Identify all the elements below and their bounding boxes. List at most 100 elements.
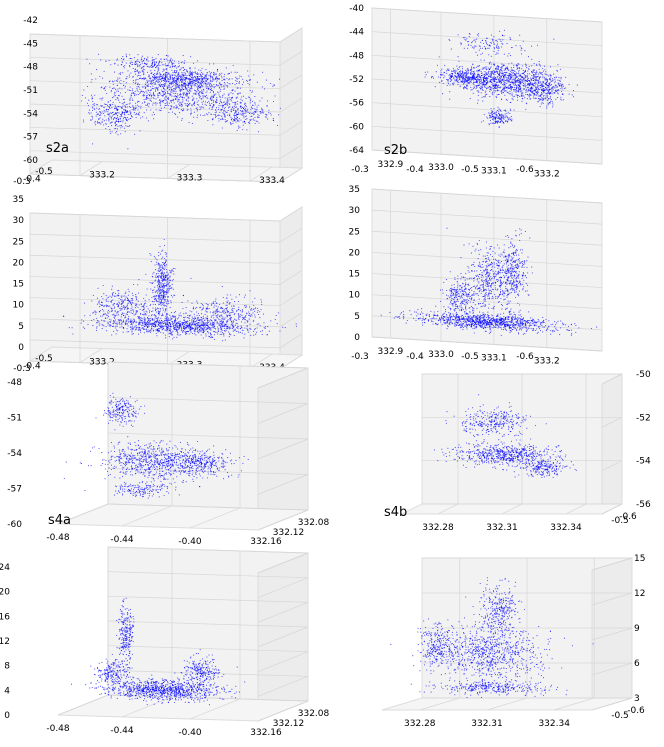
data-point: [202, 91, 204, 93]
data-point: [460, 42, 462, 44]
data-point: [183, 323, 186, 326]
data-point: [496, 44, 498, 46]
data-point: [121, 58, 123, 60]
data-point: [146, 58, 148, 60]
data-point: [172, 72, 174, 74]
data-point: [462, 81, 464, 83]
data-point: [150, 109, 152, 111]
data-point: [257, 113, 259, 115]
data-point: [110, 319, 112, 321]
data-point: [112, 103, 114, 106]
data-point: [212, 325, 214, 327]
data-point: [486, 93, 488, 95]
data-point: [471, 70, 473, 72]
data-point: [453, 76, 455, 78]
data-point: [211, 324, 214, 326]
data-point: [239, 126, 241, 128]
data-point: [121, 88, 123, 90]
data-point: [483, 45, 486, 48]
data-point: [525, 76, 527, 78]
data-point: [217, 69, 219, 71]
data-point: [224, 327, 226, 329]
data-point: [466, 83, 468, 85]
data-point: [561, 84, 563, 86]
data-point: [137, 316, 139, 319]
depth-tick-label: -0.3: [13, 177, 31, 187]
data-point: [185, 322, 188, 324]
data-point: [109, 325, 111, 327]
data-point: [136, 60, 138, 62]
data-point: [92, 97, 94, 99]
data-point: [137, 100, 139, 102]
data-point: [164, 93, 166, 95]
data-point: [144, 325, 146, 327]
data-point: [227, 114, 229, 116]
data-point: [228, 102, 230, 104]
data-point: [208, 328, 210, 330]
data-point: [549, 82, 551, 84]
data-point: [542, 77, 544, 79]
data-point: [445, 70, 447, 72]
data-point: [161, 89, 163, 91]
data-point: [541, 73, 543, 76]
data-point: [138, 100, 140, 103]
data-point: [198, 73, 200, 75]
data-point: [507, 87, 509, 89]
data-point: [472, 79, 475, 81]
data-point: [534, 97, 536, 99]
data-point: [237, 113, 239, 116]
data-point: [184, 72, 187, 74]
data-point: [516, 76, 518, 78]
data-point: [493, 80, 495, 82]
data-point: [235, 121, 237, 123]
data-point: [255, 120, 257, 122]
data-point: [474, 39, 476, 41]
data-point: [496, 114, 498, 116]
data-point: [272, 100, 275, 103]
data-point: [115, 112, 117, 115]
data-point: [552, 86, 554, 88]
data-point: [117, 98, 119, 100]
data-point: [102, 111, 104, 113]
data-point: [560, 96, 562, 98]
data-point: [502, 89, 504, 91]
data-point: [217, 328, 219, 330]
data-point: [152, 96, 154, 99]
data-point: [161, 95, 163, 97]
data-point: [189, 81, 191, 83]
data-point: [518, 69, 520, 72]
data-point: [151, 63, 153, 66]
data-point: [515, 75, 517, 77]
data-point: [530, 94, 532, 96]
data-point: [157, 331, 159, 333]
data-point: [457, 56, 459, 58]
data-point: [502, 117, 504, 120]
data-point: [138, 317, 140, 319]
data-point: [499, 77, 501, 79]
data-point: [525, 65, 527, 67]
data-point: [143, 332, 145, 334]
data-point: [164, 99, 166, 101]
data-point: [218, 86, 220, 88]
data-point: [193, 97, 195, 99]
data-point: [159, 325, 161, 327]
data-point: [519, 90, 522, 92]
data-point: [515, 85, 518, 87]
data-point: [479, 45, 481, 47]
data-point: [204, 101, 206, 103]
data-point: [137, 59, 139, 61]
data-point: [199, 95, 201, 97]
data-point: [114, 322, 116, 324]
data-point: [186, 103, 188, 105]
data-point: [196, 84, 198, 86]
data-point: [457, 75, 459, 77]
data-point: [525, 80, 527, 83]
data-point: [210, 89, 212, 91]
gridline: [371, 7, 603, 23]
data-point: [148, 330, 150, 333]
data-point: [243, 81, 245, 83]
data-point: [524, 63, 527, 65]
gridline: [371, 78, 603, 94]
data-point: [527, 83, 529, 85]
data-point: [131, 109, 133, 111]
